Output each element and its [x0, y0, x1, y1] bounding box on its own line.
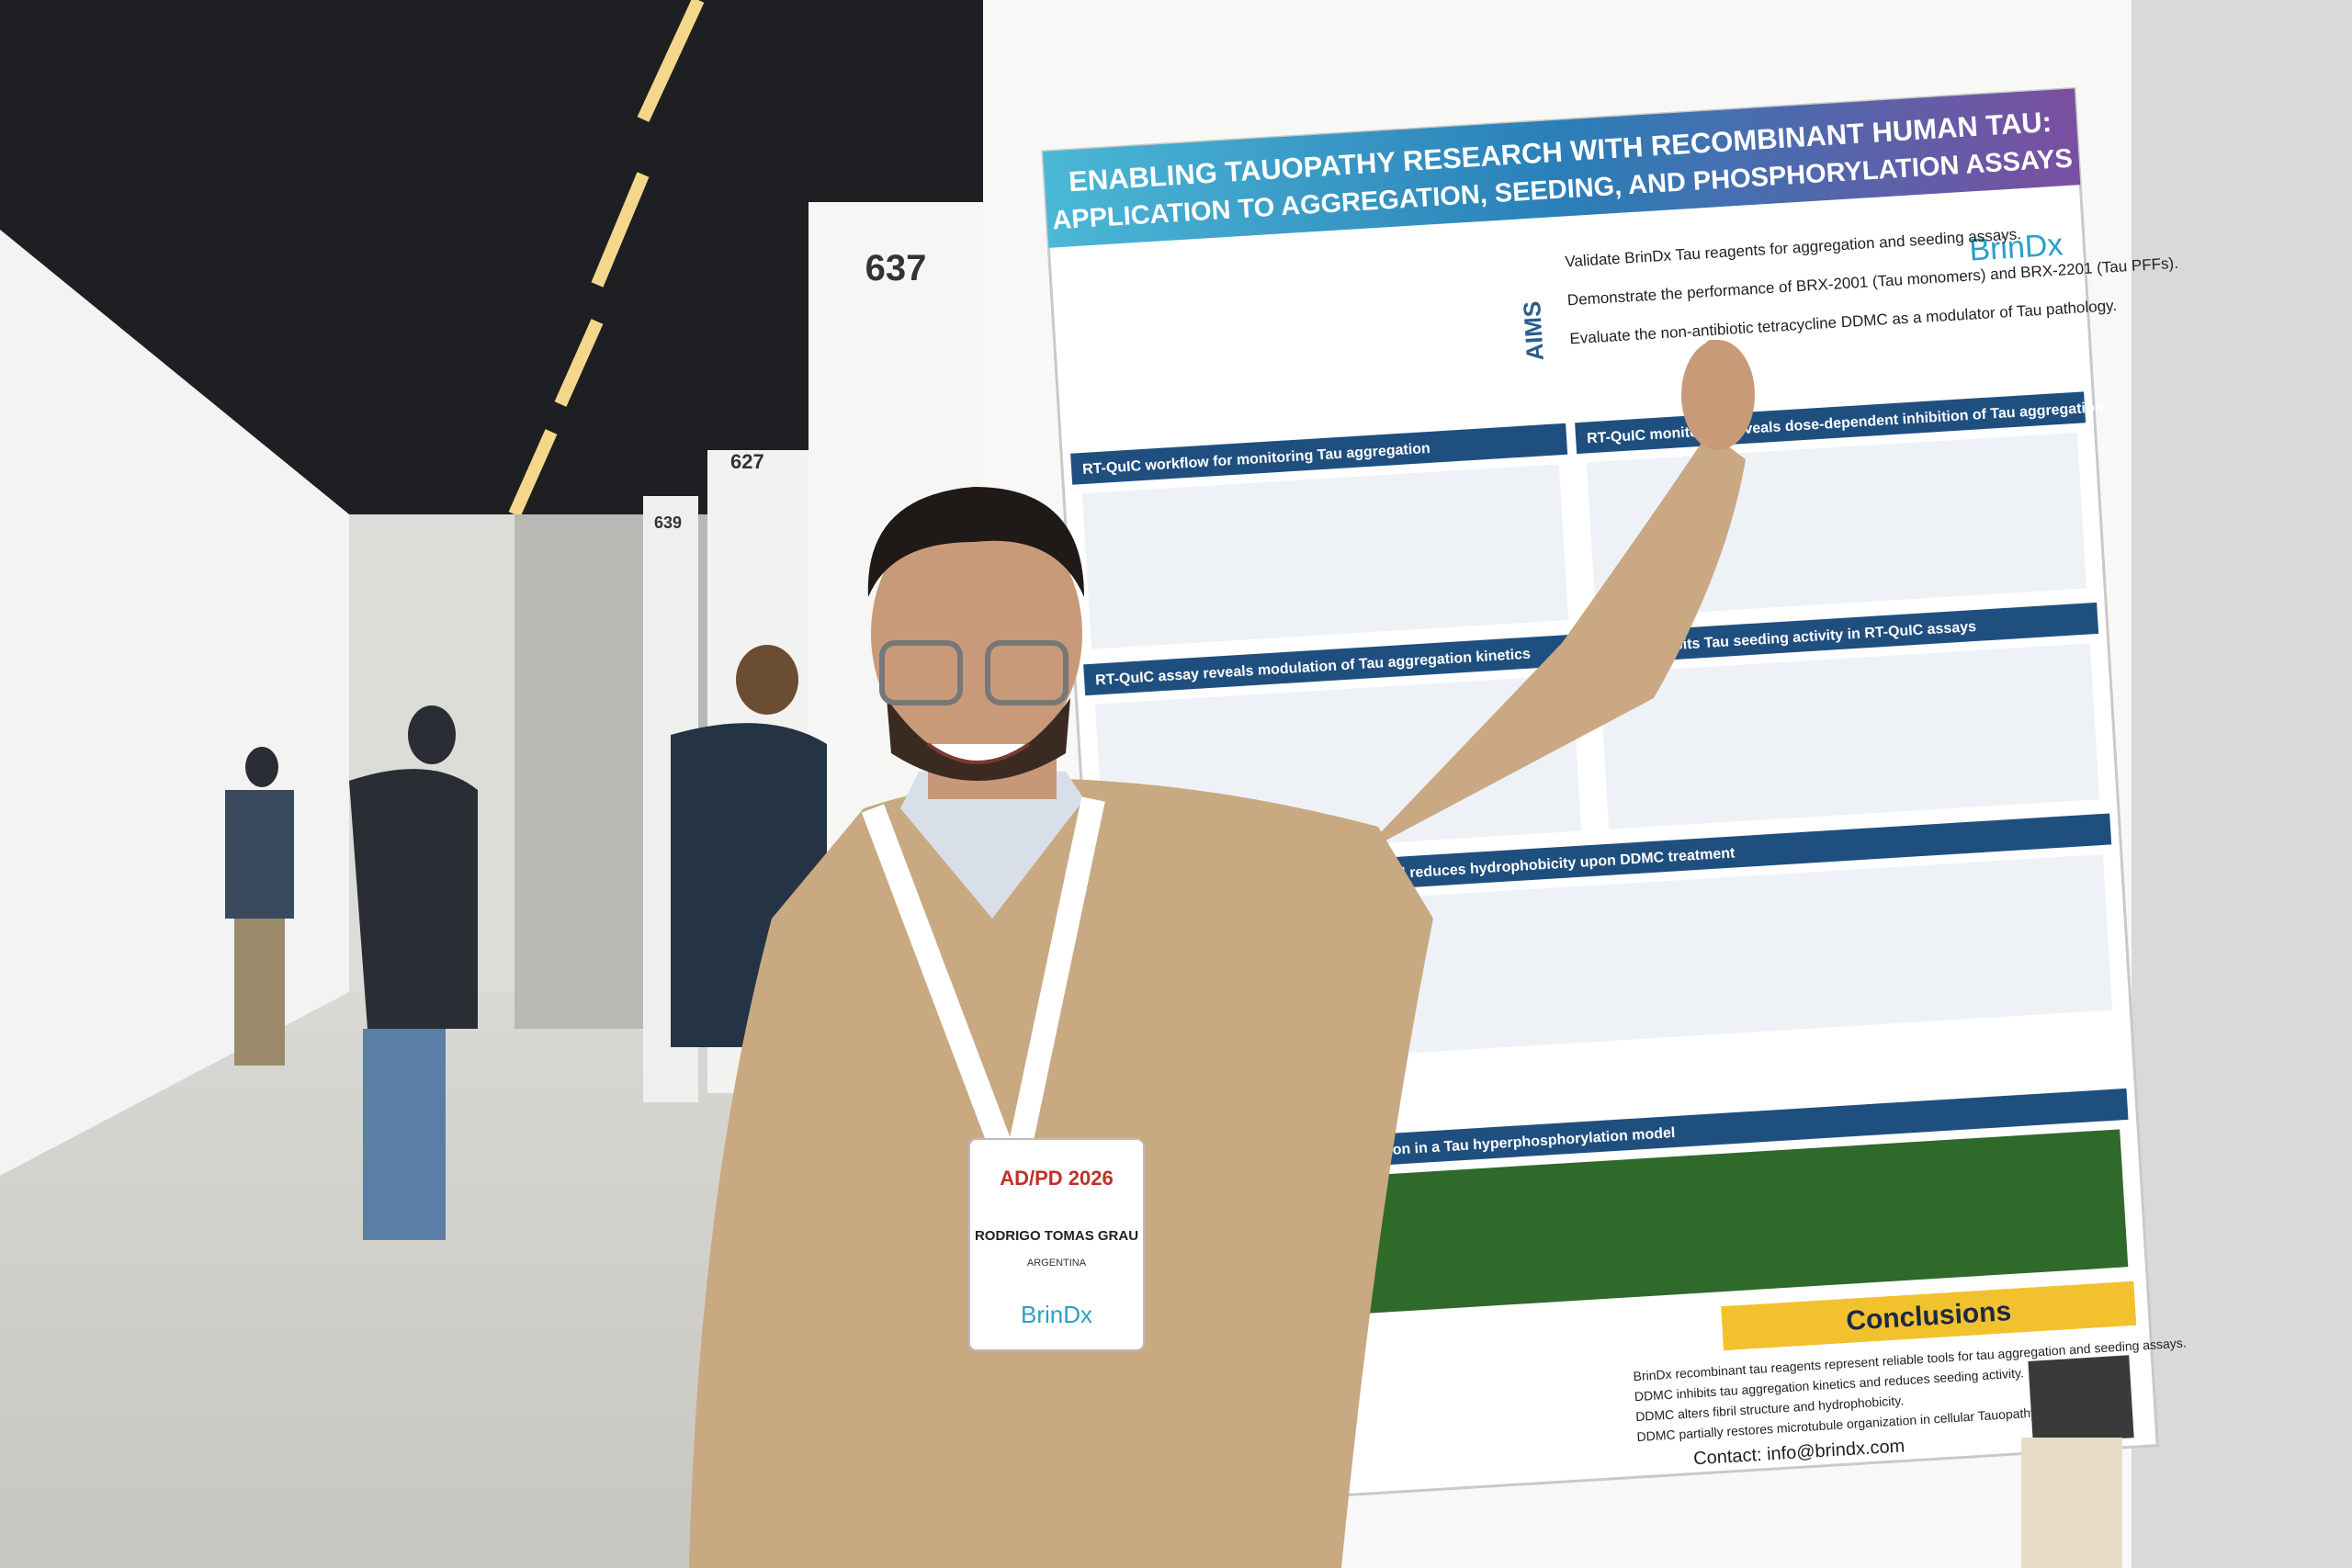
presenter: AD/PD 2026 RODRIGO TOMAS GRAU ARGENTINA … [689, 340, 1755, 1568]
board-number: 637 [865, 248, 927, 288]
qr-code [2028, 1355, 2134, 1444]
board-number: 627 [730, 450, 764, 473]
badge-sponsor: BrinDx [1021, 1301, 1092, 1328]
poster-logo: BrinDx [1968, 227, 2064, 267]
visitors [225, 645, 827, 1240]
badge-name: RODRIGO TOMAS GRAU [975, 1228, 1138, 1244]
title-banner [1043, 88, 2081, 248]
ceiling-lights [508, 0, 705, 517]
section-header [1083, 634, 1581, 696]
cup [2021, 1438, 2122, 1568]
next-board [2132, 0, 2352, 1568]
badge-event: AD/PD 2026 [1000, 1167, 1114, 1190]
board-number: 639 [654, 513, 682, 532]
aims-label: AIMS [1518, 300, 1549, 362]
ceiling [0, 0, 1011, 514]
conclusions-header [1721, 1280, 2137, 1351]
figure-panel [1599, 643, 2100, 829]
figure-panel [1081, 464, 1569, 649]
section-header [1588, 602, 2099, 665]
badge [968, 1138, 1145, 1351]
section-header [1070, 423, 1568, 485]
badge-country: ARGENTINA [1027, 1258, 1087, 1269]
